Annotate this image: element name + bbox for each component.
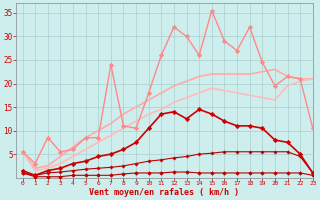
X-axis label: Vent moyen/en rafales ( km/h ): Vent moyen/en rafales ( km/h ) <box>90 188 239 197</box>
